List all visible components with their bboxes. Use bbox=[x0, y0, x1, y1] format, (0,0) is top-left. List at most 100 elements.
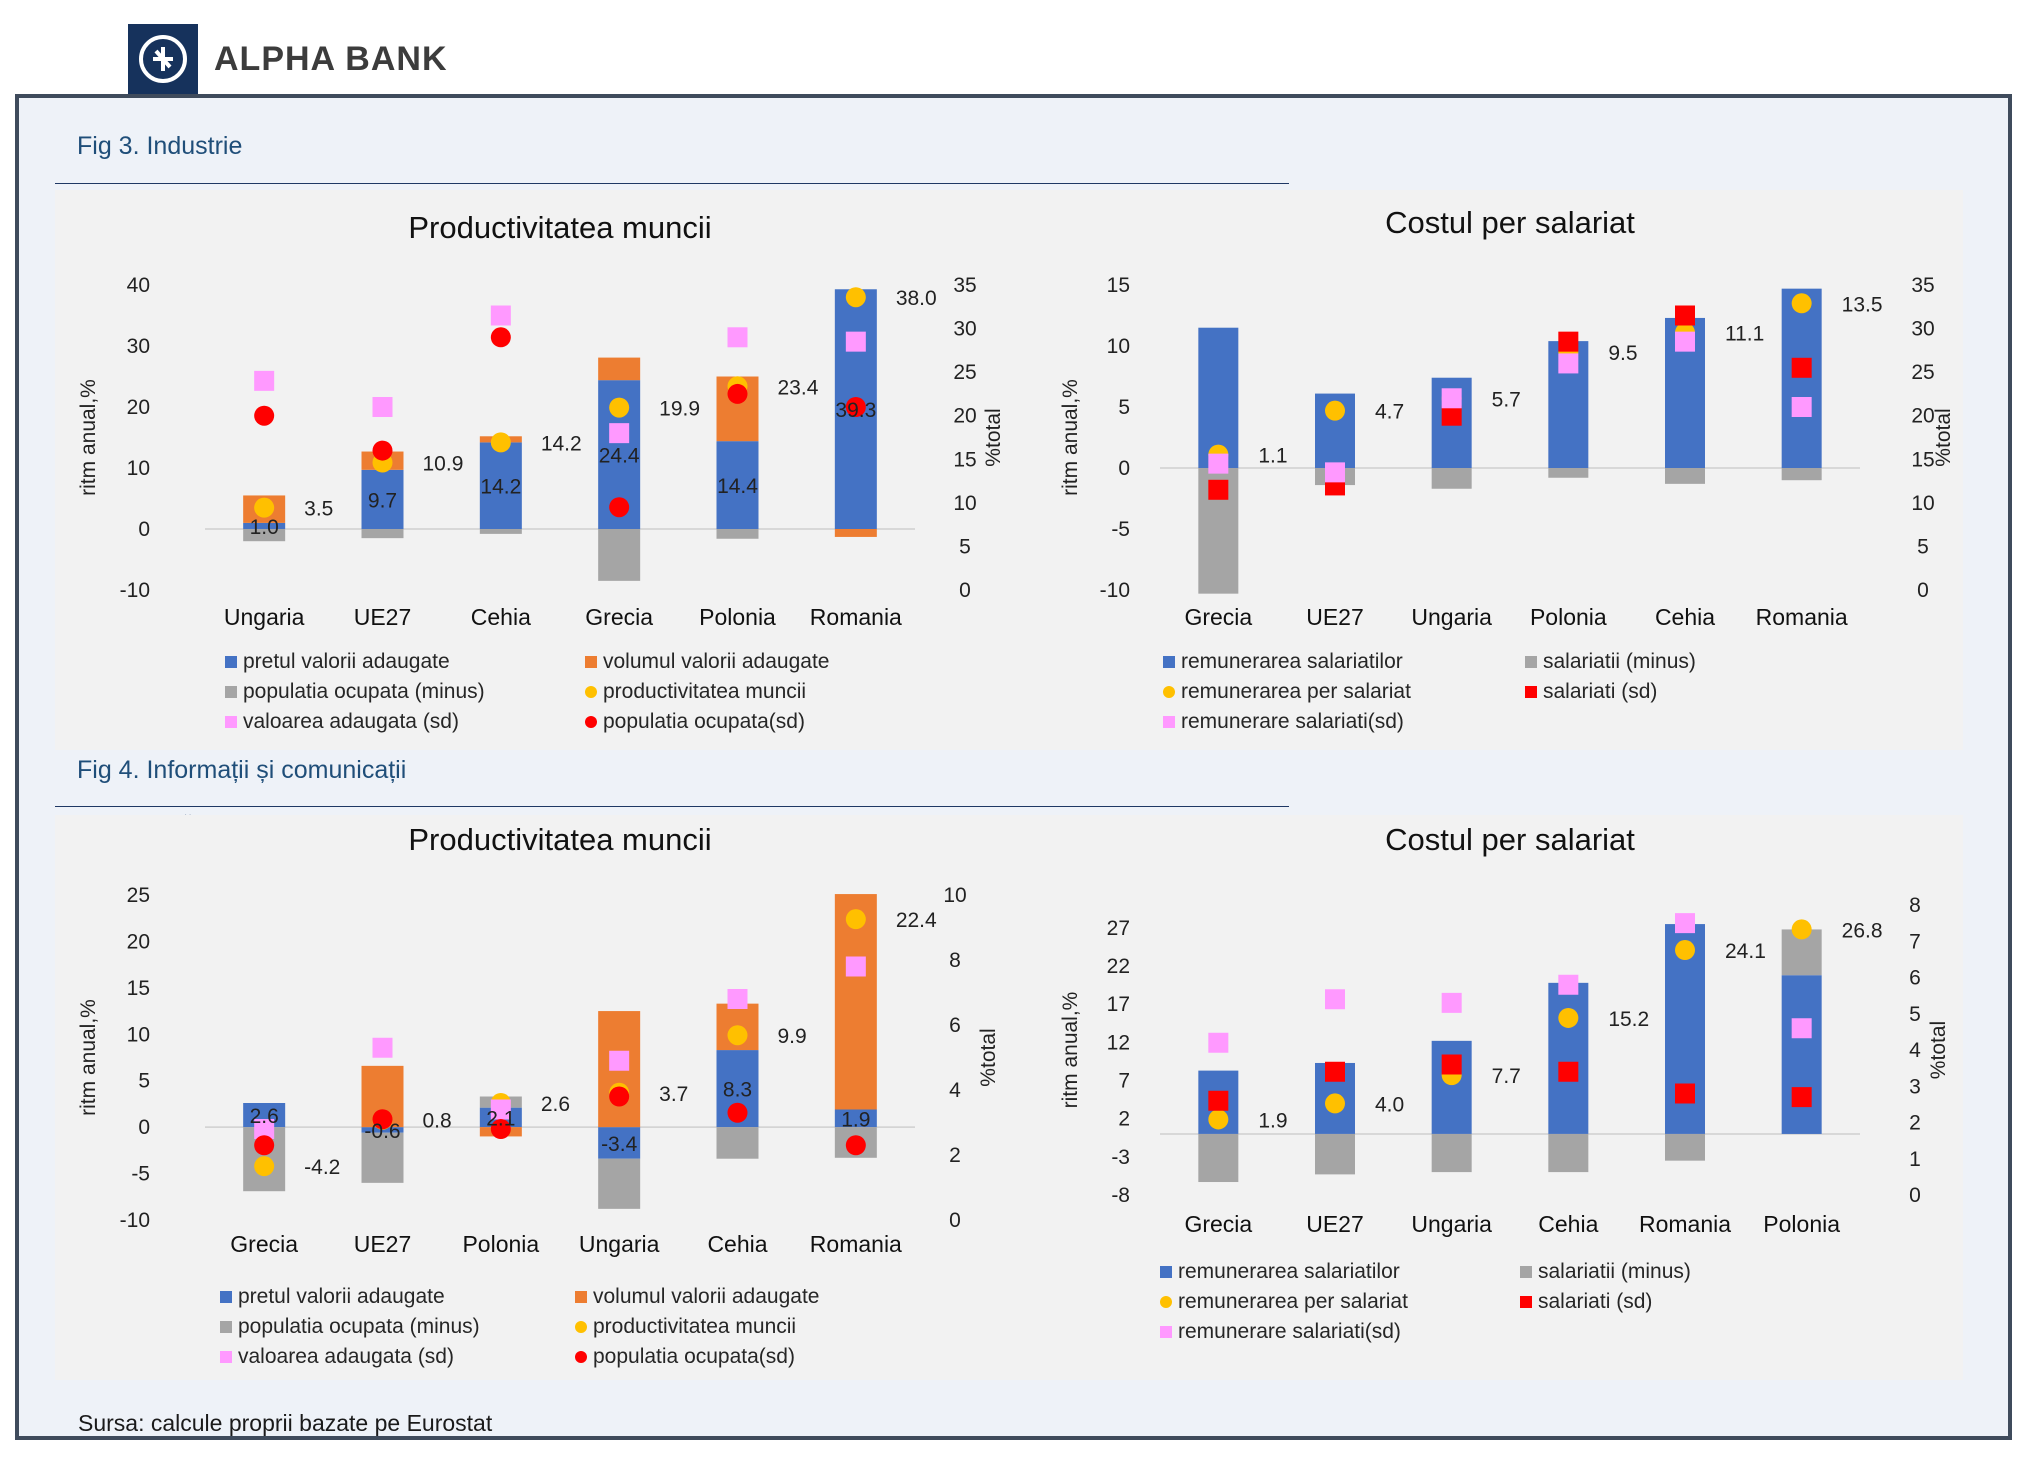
data-label: 2.6 bbox=[541, 1093, 570, 1116]
chart-ict-cost: Costul per salariat-8-327121722270123456… bbox=[1059, 822, 1950, 1237]
legend-item: remunerarea salariatilor bbox=[1163, 650, 1403, 674]
marker-point bbox=[254, 370, 275, 391]
bar-segment bbox=[716, 1127, 759, 1159]
marker-point bbox=[727, 1025, 748, 1046]
y2-tick-label: 4 bbox=[1909, 1039, 1921, 1062]
y2-tick-label: 0 bbox=[1909, 1184, 1921, 1207]
marker-point bbox=[1558, 353, 1579, 374]
legend-label: remunerarea salariatilor bbox=[1178, 1260, 1400, 1283]
y2-tick-label: 20 bbox=[953, 405, 976, 428]
marker-point bbox=[609, 397, 630, 418]
marker-point bbox=[845, 909, 866, 930]
y-axis-title: ritm anual,% bbox=[1059, 379, 1082, 496]
y2-tick-label: 15 bbox=[1911, 448, 1934, 471]
marker-point bbox=[254, 405, 275, 426]
bar-segment bbox=[1665, 1133, 1705, 1161]
legend-item: volumul valorii adaugate bbox=[575, 1285, 819, 1309]
marker-point bbox=[1208, 1109, 1229, 1130]
data-label: 24.1 bbox=[1725, 940, 1766, 963]
fig4-title: Fig 4. Informații și comunicații bbox=[77, 756, 407, 784]
marker-point bbox=[1325, 462, 1345, 483]
data-label: 26.8 bbox=[1842, 919, 1883, 942]
marker-point bbox=[1791, 357, 1812, 378]
legend-label: valoarea adaugata (sd) bbox=[238, 1345, 454, 1368]
y-tick-label: -10 bbox=[1100, 579, 1130, 602]
bar-segment bbox=[1665, 468, 1705, 484]
data-label: -3.4 bbox=[601, 1133, 638, 1156]
bar-segment bbox=[834, 529, 877, 537]
legend-swatch bbox=[1520, 1266, 1532, 1278]
bar-segment bbox=[716, 529, 759, 539]
bar-segment bbox=[598, 357, 641, 381]
legend-swatch bbox=[1163, 686, 1175, 698]
data-label: 15.2 bbox=[1608, 1008, 1649, 1031]
y2-tick-label: 25 bbox=[953, 361, 976, 384]
data-label: 1.9 bbox=[1258, 1109, 1287, 1132]
bar-segment bbox=[1781, 468, 1822, 481]
y2-tick-label: 8 bbox=[949, 949, 961, 972]
y2-tick-label: 15 bbox=[953, 448, 976, 471]
y-tick-label: 7 bbox=[1118, 1070, 1130, 1093]
y2-axis-title: %total bbox=[982, 408, 1005, 466]
legend-label: remunerarea salariatilor bbox=[1181, 650, 1403, 673]
legend-item: salariatii (minus) bbox=[1520, 1260, 1691, 1284]
chart-panel-ict-productivity: Productivitatea muncii -10 -5 0 5 10 15 20 25 0 2 4… bbox=[55, 815, 1045, 1380]
y2-tick-label: 10 bbox=[943, 884, 966, 907]
y2-tick-label: 2 bbox=[1909, 1112, 1921, 1135]
legend-item: remunerarea salariatilor bbox=[1160, 1260, 1400, 1284]
marker-point bbox=[1441, 1054, 1462, 1075]
marker-point bbox=[727, 1102, 748, 1123]
y2-tick-label: 30 bbox=[1911, 318, 1934, 341]
y2-tick-label: 5 bbox=[1909, 1003, 1921, 1026]
x-tick-label: Ungaria bbox=[579, 1231, 660, 1257]
data-label: 3.5 bbox=[304, 498, 333, 521]
x-tick-label: Cehia bbox=[1655, 604, 1715, 630]
legend-item: salariati (sd) bbox=[1520, 1290, 1652, 1314]
data-label: 13.5 bbox=[1842, 293, 1883, 316]
y-tick-label: -8 bbox=[1111, 1184, 1130, 1207]
marker-point bbox=[490, 1099, 511, 1120]
legend-item: pretul valorii adaugate bbox=[225, 650, 450, 674]
legend-label: salariatii (minus) bbox=[1543, 650, 1696, 673]
marker-point bbox=[254, 1135, 275, 1156]
legend-swatch bbox=[1160, 1296, 1172, 1308]
y-tick-label: 15 bbox=[1107, 274, 1130, 297]
legend-item: salariatii (minus) bbox=[1525, 650, 1696, 674]
data-label: 14.2 bbox=[541, 432, 582, 455]
marker-point bbox=[1208, 1032, 1229, 1053]
marker-point bbox=[490, 305, 511, 326]
bar-segment bbox=[598, 1127, 641, 1159]
y2-tick-label: 3 bbox=[1909, 1075, 1921, 1098]
y2-tick-label: 20 bbox=[1911, 405, 1934, 428]
x-tick-label: Romania bbox=[810, 604, 902, 630]
x-tick-label: Polonia bbox=[1530, 604, 1607, 630]
legend-label: volumul valorii adaugate bbox=[603, 650, 830, 673]
y-tick-label: 27 bbox=[1107, 917, 1130, 940]
y2-axis-title: %total bbox=[977, 1028, 1000, 1086]
marker-point bbox=[845, 956, 866, 977]
chart-title: Productivitatea muncii bbox=[408, 822, 711, 857]
x-tick-label: Cehia bbox=[471, 604, 531, 630]
marker-point bbox=[845, 287, 866, 308]
chart-industry-cost: Costul per salariat -10 -5 0 5 10 15 0 5 10 15 20 25… bbox=[1059, 205, 1955, 630]
bar-segment bbox=[243, 522, 286, 529]
legend-swatch bbox=[1160, 1266, 1172, 1278]
alpha-bank-logo-icon bbox=[128, 24, 198, 94]
marker-point bbox=[727, 383, 748, 404]
marker-point bbox=[845, 331, 866, 352]
marker-point bbox=[254, 497, 275, 518]
x-tick-label: Romania bbox=[1639, 1211, 1731, 1237]
data-label: 9.5 bbox=[1608, 342, 1637, 365]
marker-point bbox=[1675, 305, 1695, 326]
legend-swatch bbox=[220, 1351, 232, 1363]
x-tick-label: UE27 bbox=[354, 1231, 412, 1257]
source-note: Sursa: calcule proprii bazate pe Eurosta… bbox=[78, 1410, 493, 1436]
y-tick-label: -10 bbox=[120, 1209, 150, 1232]
legend-swatch bbox=[225, 656, 237, 668]
bar-segment bbox=[1548, 982, 1589, 1134]
data-label: 11.1 bbox=[1725, 323, 1764, 346]
data-label: 9.7 bbox=[368, 489, 397, 512]
marker-point bbox=[1208, 1090, 1229, 1111]
legend-swatch bbox=[1163, 716, 1175, 728]
legend-label: salariati (sd) bbox=[1538, 1290, 1653, 1313]
